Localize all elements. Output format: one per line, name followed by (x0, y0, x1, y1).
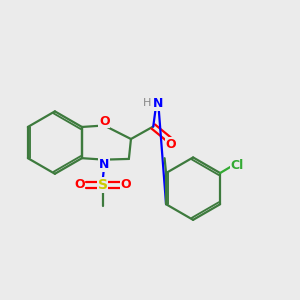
Text: S: S (98, 178, 108, 192)
Text: O: O (99, 115, 110, 128)
Text: O: O (166, 138, 176, 151)
Text: H: H (142, 98, 151, 108)
Text: Cl: Cl (230, 158, 244, 172)
Text: N: N (153, 97, 163, 110)
Text: O: O (121, 178, 131, 191)
Text: O: O (74, 178, 85, 191)
Text: N: N (99, 158, 110, 171)
